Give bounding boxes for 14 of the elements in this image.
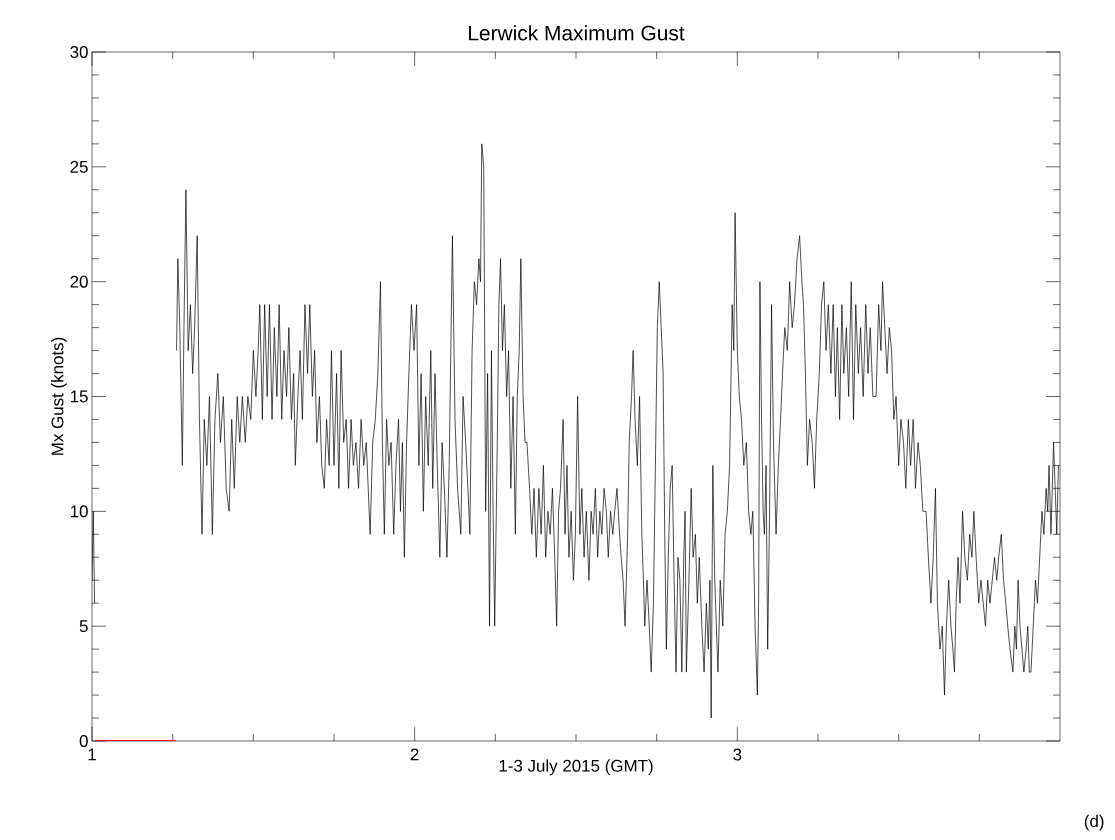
x-tick-label: 2 (410, 748, 419, 761)
y-tick-label: 15 (70, 390, 88, 403)
y-tick-label: 20 (70, 275, 88, 288)
y-tick-label: 0 (79, 735, 88, 747)
chart-title: Lerwick Maximum Gust (469, 25, 685, 41)
x-axis-title: 1-3 July 2015 (GMT) (499, 759, 653, 776)
text: (d) (1084, 814, 1104, 831)
y-tick-label: 5 (79, 620, 88, 633)
x-tick-label: 1 (88, 748, 96, 761)
y-tick-label: 10 (70, 505, 88, 518)
y-tick-label: 25 (70, 160, 88, 173)
y-axis-title: Mx Gust (knots) (51, 337, 67, 455)
y-tick-label: 30 (70, 46, 88, 58)
x-tick-label: 3 (733, 748, 742, 761)
